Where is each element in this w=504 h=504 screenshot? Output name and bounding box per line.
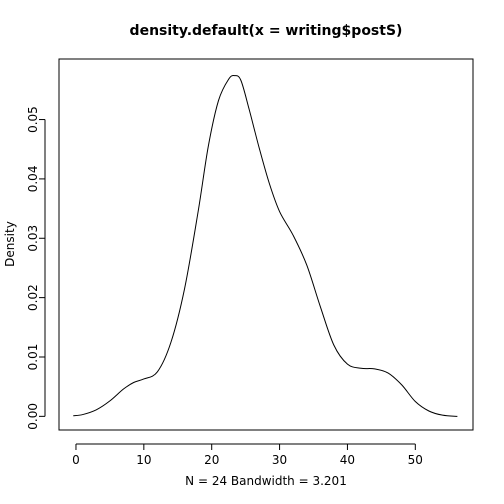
x-tick-label: 50 (408, 453, 423, 467)
x-tick-label: 30 (272, 453, 287, 467)
x-tick-label: 10 (136, 453, 151, 467)
y-tick-label: 0.05 (26, 106, 40, 133)
chart-title: density.default(x = writing$postS) (130, 23, 403, 39)
y-tick-label: 0.00 (26, 403, 40, 430)
y-axis-label: Density (3, 221, 17, 267)
density-line (73, 75, 458, 417)
series-layer (73, 75, 458, 417)
y-tick-label: 0.02 (26, 284, 40, 311)
plot-box (58, 58, 474, 431)
y-axis: 0.00 0.01 0.02 0.03 0.04 0.05 (26, 106, 46, 430)
y-tick-label: 0.03 (26, 225, 40, 252)
x-axis: 0 10 20 30 40 50 (72, 443, 423, 467)
x-axis-label: N = 24 Bandwidth = 3.201 (185, 474, 347, 488)
x-tick-label: 20 (204, 453, 219, 467)
y-tick-label: 0.01 (26, 344, 40, 371)
x-tick-label: 0 (72, 453, 80, 467)
x-tick-label: 40 (340, 453, 355, 467)
y-tick-label: 0.04 (26, 166, 40, 193)
